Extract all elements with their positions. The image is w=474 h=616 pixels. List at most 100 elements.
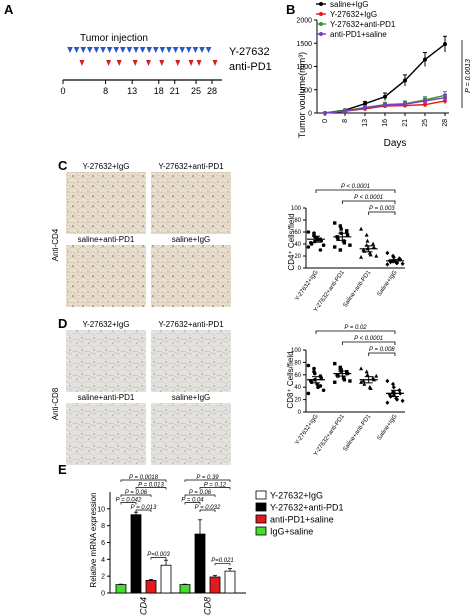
scatter-point [391,381,395,387]
scatter-point [318,248,323,252]
scatter-point [338,224,343,228]
e-significance-pvalue: P=0.021 [211,558,234,564]
scatter-point [348,379,352,383]
scatter-point [348,243,352,247]
scatter-ytick-label: 40 [294,242,301,248]
red-injection-marker [212,60,218,66]
blue-injection-marker [80,47,86,53]
scatter-point [385,378,390,384]
b-legend-label: Y-27632+anti-PD1 [330,20,396,29]
significance-bracket [341,200,396,204]
blue-injection-marker [166,47,172,53]
red-injection-marker [132,60,138,66]
b-data-point [363,105,367,110]
scatter-point [309,242,314,246]
e-ytick-label: 4 [101,557,105,564]
scatter-point [342,378,347,382]
scatter-ytick-label: 20 [294,398,301,404]
e-bar [194,533,206,594]
e-significance-bracket [135,509,152,512]
injection-text: Tumor injection [80,33,148,44]
e-legend-swatch [255,490,267,500]
scatter-point [374,373,379,378]
e-legend-swatch [255,526,267,536]
blue-injection-marker [179,47,185,53]
e-ylabel: Relative mRNA expression [89,492,98,587]
e-legend: Y-27632+IgG Y-27632+anti-PD1 anti-PD1+sali… [255,490,343,537]
scatter-point [312,366,316,371]
e-significance-bracket [199,487,231,490]
scatter-point [359,226,364,231]
red-injection-marker [175,60,181,66]
e-legend-label: anti-PD1+saline [270,515,334,525]
b-ytick-label: 1500 [296,41,312,48]
blue-injection-marker [67,47,73,53]
e-significance-pvalue: P = 0.0018 [129,475,159,481]
b-ylabel: Tumor voulume(mm³) [297,52,307,138]
e-significance-pvalue: P=0.003 [147,552,170,558]
b-data-point [343,109,347,114]
scatter-point [364,232,369,237]
scatter-point [397,388,402,393]
scatter-point [336,374,340,378]
b-legend-label: saline+IgG [330,0,368,9]
scatter-category-label: Y-27632+IgG [294,413,319,446]
e-legend-swatch [255,502,267,512]
drug-label: Y-27632 [229,46,270,58]
b-xtick-label: 16 [382,119,389,127]
e-significance-bracket [214,563,231,566]
ihc-image-label: Y-27632+IgG [82,320,129,329]
scatter-point [319,239,324,243]
e-legend-label: Y-27632+anti-PD1 [270,503,343,513]
scatter-category-label: Y-27632+IgG [294,269,319,302]
blue-injection-marker [186,47,192,53]
scatter-category-label: Saline+anti-PD1 [342,269,372,309]
panel-c: C Anti-CD4 Y-27632+IgG Y-27632+anti-PD1sa… [51,158,405,313]
scatter-point [306,230,311,234]
blue-injection-marker [113,47,119,53]
blue-injection-marker [106,47,113,53]
b-data-point [323,111,327,115]
b-xtick-label: 8 [342,119,349,123]
scatter-point [365,238,370,243]
b-data-point [423,57,427,62]
scatter-ytick-label: 40 [294,385,301,391]
blue-injection-marker [93,47,100,53]
b-legend-marker [319,32,323,36]
b-data-point [403,78,407,83]
scatter-point [385,262,390,267]
ihc-image [151,172,231,234]
panel-c-label: C [58,158,68,173]
e-significance-pvalue: P = 0.39 [196,475,219,481]
scatter-ytick-label: 80 [294,218,301,224]
scatter-point [306,391,311,396]
scatter-point [306,363,311,368]
scatter-point [345,229,349,233]
scatter-ytick-label: 60 [294,230,301,236]
significance-bracket [341,341,396,345]
blue-injection-marker [146,47,152,53]
blue-injection-marker [139,47,146,53]
panel-b: B 0 500 1000 1500 2000 0 8 13 16 21 25 28 Tumor vou… [286,0,472,149]
b-legend-label: Y-27632+IgG [330,10,377,19]
cd4-ihc-images: Y-27632+IgG Y-27632+anti-PD1 saline+anti-P… [66,162,231,307]
b-pvalue: P = 0.0013 [465,59,472,93]
ihc-image [66,245,146,307]
b-xtick-label: 0 [322,119,329,123]
d-side-label: Anti-CD8 [51,387,60,420]
panel-a-label: A [4,2,14,17]
scatter-point [364,369,369,374]
ihc-image [66,330,146,392]
scatter-ytick-label: 80 [294,360,301,366]
red-injection-marker [145,60,151,66]
scatter-point [336,237,340,241]
scatter-point [374,253,379,258]
ihc-image-label: saline+anti-PD1 [78,235,135,244]
scatter-category-label: Saline+IgG [377,269,399,297]
ihc-image [151,330,231,392]
scatter-point [341,239,346,243]
significance-pvalue: P = 0.008 [369,347,395,353]
b-data-point [443,95,447,100]
